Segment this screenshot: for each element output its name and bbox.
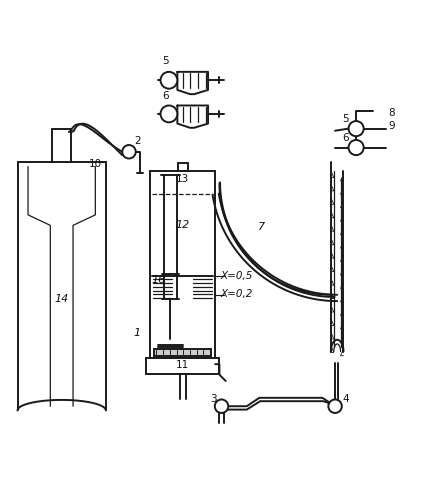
Text: 8: 8 [389,108,395,118]
Text: 7: 7 [258,223,265,233]
Text: X=0,2: X=0,2 [220,289,252,299]
Text: 5: 5 [342,114,349,124]
Text: 11: 11 [176,360,189,370]
Circle shape [122,145,136,159]
Text: 14: 14 [54,294,69,304]
Text: 5: 5 [162,56,169,66]
Text: 6: 6 [162,91,169,101]
Bar [154,349,211,356]
Text: X=0,5: X=0,5 [220,271,252,281]
Bar [146,358,219,374]
Circle shape [215,400,228,413]
Circle shape [160,105,177,122]
Circle shape [349,121,364,136]
Text: 1: 1 [134,328,141,337]
Circle shape [349,140,364,155]
Text: 2: 2 [134,136,141,146]
Text: 3: 3 [210,394,216,404]
Text: 13: 13 [176,174,189,184]
Circle shape [160,72,177,88]
Text: 12: 12 [175,220,189,231]
Text: 10: 10 [89,160,102,169]
Text: 16: 16 [151,275,165,285]
Text: 4: 4 [342,394,349,404]
Bar [150,170,215,358]
Text: 9: 9 [389,121,395,131]
Text: 6: 6 [342,133,349,143]
Circle shape [328,400,342,413]
